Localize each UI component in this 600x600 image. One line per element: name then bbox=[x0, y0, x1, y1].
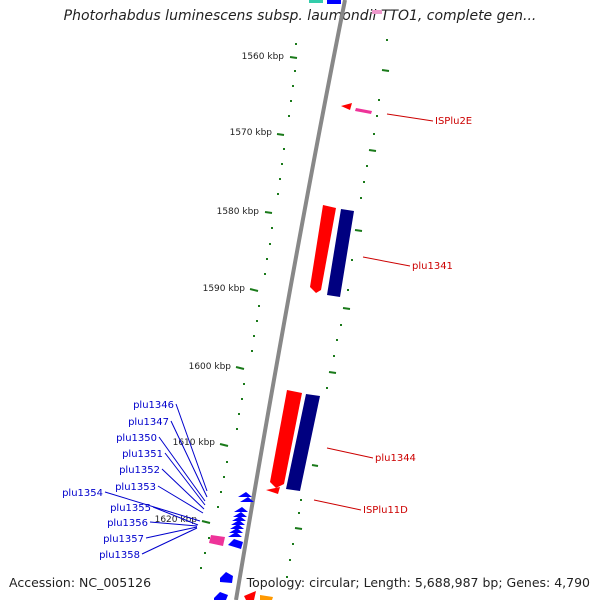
right-leader-lines bbox=[313, 113, 434, 511]
gene-label-plu1344[interactable]: plu1344 bbox=[375, 453, 416, 464]
gene-label-plu1356[interactable]: plu1356 bbox=[107, 518, 148, 529]
genome-backbone bbox=[234, 0, 347, 600]
gene-label-plu1357[interactable]: plu1357 bbox=[103, 534, 144, 545]
blue-gene-cluster bbox=[214, 492, 254, 600]
inner-tick-ring bbox=[200, 43, 298, 569]
kbp-label-1580: 1580 kbp bbox=[217, 207, 260, 217]
gene-bottom-orange bbox=[260, 595, 273, 600]
kbp-label-1610: 1610 kbp bbox=[173, 438, 216, 448]
outer-tick-ring bbox=[286, 39, 390, 578]
gene-plu1344-navy bbox=[286, 394, 320, 491]
gene-bottom-red bbox=[244, 591, 256, 600]
gene-pink-left bbox=[209, 535, 225, 546]
gene-isplu11d-arrow bbox=[266, 487, 280, 494]
topology-text: Topology: circular; Length: 5,688,987 bp… bbox=[246, 575, 590, 590]
map-title: Photorhabdus luminescens subsp. laumondi… bbox=[63, 8, 537, 24]
gene-plu1341-red bbox=[310, 205, 336, 293]
gene-plu1341-navy bbox=[327, 209, 354, 297]
gene-label-plu1352[interactable]: plu1352 bbox=[119, 465, 160, 476]
gene-label-plu1346[interactable]: plu1346 bbox=[133, 400, 174, 411]
kbp-label-1590: 1590 kbp bbox=[203, 284, 246, 294]
gene-label-plu1358[interactable]: plu1358 bbox=[99, 550, 140, 561]
gene-label-plu1354[interactable]: plu1354 bbox=[62, 488, 103, 499]
kbp-label-1570: 1570 kbp bbox=[230, 128, 273, 138]
kbp-label-1620: 1620 kbp bbox=[155, 515, 198, 525]
gene-label-plu1347[interactable]: plu1347 bbox=[128, 417, 169, 428]
gene-top-blue bbox=[327, 0, 341, 4]
gene-label-plu1355[interactable]: plu1355 bbox=[110, 503, 151, 514]
kbp-label-1600: 1600 kbp bbox=[189, 362, 232, 372]
gene-label-plu1351[interactable]: plu1351 bbox=[122, 449, 163, 460]
gene-plu1344-red bbox=[270, 390, 302, 488]
gene-top-teal bbox=[309, 0, 323, 3]
accession-text: Accession: NC_005126 bbox=[9, 575, 152, 590]
gene-label-plu1350[interactable]: plu1350 bbox=[116, 433, 157, 444]
gene-isplu2e-arrow bbox=[341, 103, 352, 110]
gene-isplu2e bbox=[355, 108, 372, 114]
gene-label-isplu11d[interactable]: ISPlu11D bbox=[363, 505, 408, 516]
kbp-label-1560: 1560 kbp bbox=[242, 52, 285, 62]
gene-label-plu1341[interactable]: plu1341 bbox=[412, 261, 453, 272]
left-leader-lines bbox=[104, 403, 208, 555]
gene-label-isplu2e[interactable]: ISPlu2E bbox=[435, 116, 472, 127]
gene-top-pink bbox=[372, 10, 382, 14]
gene-label-plu1353[interactable]: plu1353 bbox=[115, 482, 156, 493]
